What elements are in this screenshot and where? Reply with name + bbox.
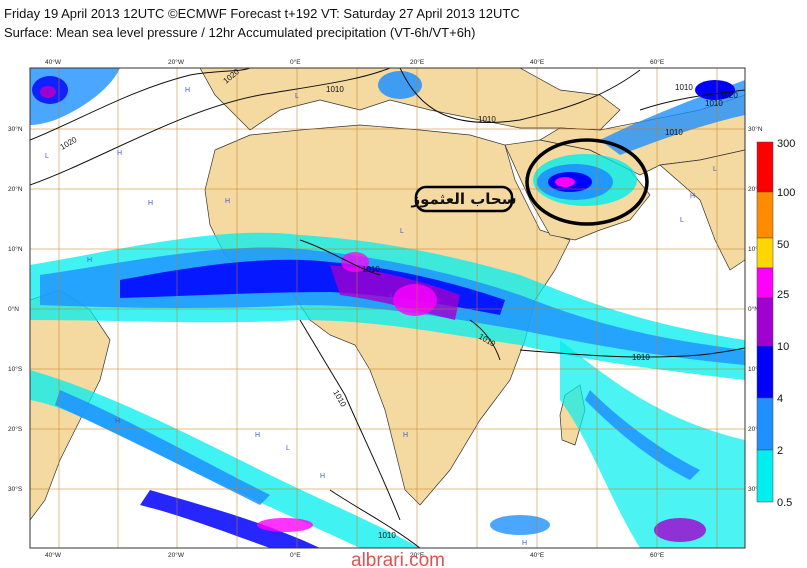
top-lon-label: 0°E — [290, 58, 301, 66]
top-lon-label: 40°E — [530, 58, 545, 66]
left-latitude-labels: 30°N 20°N 10°N 0°N 10°S 20°S 30°S — [8, 125, 23, 493]
right-lat-label: 20°S — [748, 425, 763, 433]
right-lat-label: 10°N — [748, 245, 763, 253]
pressure-center: H — [185, 87, 190, 94]
legend-swatch-4 — [756, 345, 774, 399]
legend-swatch-10 — [756, 297, 774, 347]
legend-label: 2 — [777, 445, 783, 457]
bottom-lon-label: 20°E — [410, 551, 425, 559]
isobar-label: 1010 — [326, 85, 344, 94]
pressure-center: H — [320, 473, 325, 480]
pressure-center: H — [225, 198, 230, 205]
legend-label: 50 — [777, 239, 789, 251]
europe — [199, 68, 621, 131]
isobars — [30, 68, 745, 548]
pressure-center: L — [400, 228, 404, 235]
left-lat-label: 20°N — [8, 185, 23, 193]
legend-swatch-300 — [756, 141, 774, 193]
legend-swatch-2 — [756, 397, 774, 451]
annotation-box — [414, 185, 514, 213]
legend-label: 25 — [777, 289, 789, 301]
legend-label: 0.5 — [777, 497, 792, 509]
map-subtitle: Surface: Mean sea level pressure / 12hr … — [4, 25, 476, 40]
map-frame — [29, 67, 746, 549]
right-lat-label: 10°S — [748, 365, 763, 373]
watermark: albrari.com — [351, 550, 445, 568]
legend-label: 100 — [777, 187, 795, 199]
legend-swatch-05 — [756, 449, 774, 503]
pressure-center: L — [45, 153, 49, 160]
left-lat-label: 0°N — [8, 305, 19, 313]
right-latitude-labels: 30°N 20°N 10°N 0°N 10°S 20°S 30°S — [748, 125, 763, 493]
bottom-lon-label: 60°E — [650, 551, 665, 559]
isobar-label: 1010 — [478, 115, 496, 124]
bottom-lon-label: 40°W — [45, 551, 62, 559]
isobar-label: 1020 — [720, 91, 738, 100]
isobar-label: 1010 — [378, 531, 396, 540]
right-lat-label: 30°S — [748, 485, 763, 493]
pressure-center: H — [115, 418, 120, 425]
left-lat-label: 10°N — [8, 245, 23, 253]
precipitation-legend: 300 100 50 25 10 4 2 0.5 — [756, 138, 795, 509]
left-lat-label: 10°S — [8, 365, 23, 373]
top-lon-label: 20°W — [168, 58, 185, 66]
bottom-lon-label: 40°E — [530, 551, 545, 559]
legend-swatch-25 — [756, 267, 774, 299]
pressure-center: L — [286, 445, 290, 452]
highlight-circle — [525, 138, 649, 226]
isobar-label: 1010 — [705, 99, 723, 108]
right-lat-label: 30°N — [748, 125, 763, 133]
legend-swatch-50 — [756, 237, 774, 269]
pressure-centers: H H H L H L L H L H L L H H H L H H L — [45, 87, 717, 547]
top-lon-label: 40°W — [45, 58, 62, 66]
pressure-center: L — [713, 166, 717, 173]
right-lat-label: 0°N — [748, 305, 759, 313]
pressure-center: H — [87, 257, 92, 264]
pressure-center: L — [390, 293, 394, 300]
right-lat-label: 20°N — [748, 185, 763, 193]
pressure-center: H — [690, 193, 695, 200]
legend-label: 10 — [777, 341, 789, 353]
pressure-center: H — [522, 540, 527, 547]
isobar-label: 1010 — [675, 83, 693, 92]
pressure-center: L — [295, 93, 299, 100]
pressure-center: H — [148, 200, 153, 207]
graticule — [30, 68, 745, 548]
isobar-label: 1010 — [665, 128, 683, 137]
annotation-label: سحاب العثموز — [411, 190, 517, 208]
pressure-center: H — [255, 432, 260, 439]
bottom-lon-label: 20°W — [168, 551, 185, 559]
india — [659, 149, 745, 271]
pressure-center: L — [680, 217, 684, 224]
map-title: Friday 19 April 2013 12UTC ©ECMWF Foreca… — [4, 6, 520, 21]
legend-label: 4 — [777, 393, 783, 405]
precipitation-field — [30, 68, 745, 548]
top-lon-label: 20°E — [410, 58, 425, 66]
left-lat-label: 30°N — [8, 125, 23, 133]
top-lon-label: 60°E — [650, 58, 665, 66]
left-lat-label: 20°S — [8, 425, 23, 433]
legend-label: 300 — [777, 138, 795, 150]
legend-swatch-100 — [756, 191, 774, 239]
bottom-lon-label: 0°E — [290, 551, 301, 559]
left-lat-label: 30°S — [8, 485, 23, 493]
isobar-label: 1010 — [362, 265, 380, 274]
pressure-center: H — [117, 150, 122, 157]
top-longitude-labels: 40°W 20°W 0°E 20°E 40°E 60°E — [45, 58, 665, 66]
pressure-center: H — [403, 432, 408, 439]
isobar-label: 1010 — [632, 353, 650, 362]
bottom-longitude-labels: 40°W 20°W 0°E 20°E 40°E 60°E — [45, 551, 665, 559]
